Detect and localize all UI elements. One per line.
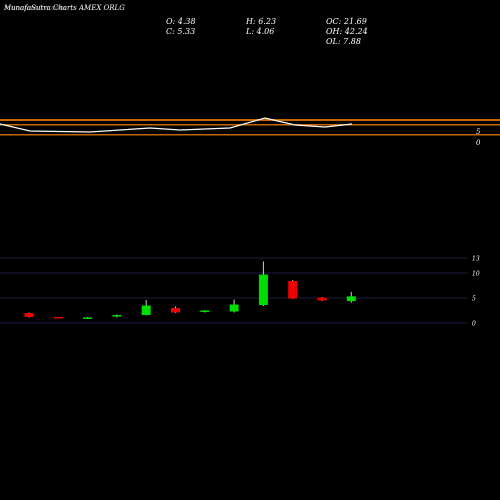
upper-band-bottom bbox=[0, 134, 500, 136]
candle-body bbox=[24, 313, 34, 317]
ol-value: OL: 7.88 bbox=[326, 37, 361, 46]
oc-value: OC: 21.69 bbox=[326, 17, 367, 26]
candles bbox=[24, 261, 356, 319]
candle-body bbox=[229, 304, 239, 312]
y-tick-label: 5 bbox=[472, 296, 476, 303]
close-value: C: 5.33 bbox=[166, 27, 196, 36]
candle-body bbox=[317, 297, 327, 301]
y-axis-ticks: 0 5 10 13 bbox=[472, 256, 480, 328]
candle-body bbox=[171, 308, 180, 313]
candle-body bbox=[346, 296, 356, 302]
upper-trend-line bbox=[0, 117, 353, 133]
upper-panel: 5 0 bbox=[0, 117, 500, 147]
candle-body bbox=[112, 315, 122, 317]
chart-title: MunafaSutra Charts AMEX ORLG bbox=[4, 4, 125, 12]
price-grid bbox=[0, 257, 468, 324]
watermark-ghost: munafasutra.com bbox=[4, 4, 67, 12]
upper-label-0: 0 bbox=[476, 139, 481, 147]
candle-body bbox=[200, 310, 210, 312]
upper-band-mid bbox=[0, 124, 500, 126]
open-value: O: 4.38 bbox=[166, 17, 196, 26]
candle-body bbox=[83, 317, 93, 319]
upper-band-top bbox=[0, 119, 500, 121]
low-value: L: 4.06 bbox=[246, 27, 275, 36]
candle-body bbox=[53, 317, 63, 319]
high-value: H: 6.23 bbox=[246, 17, 277, 26]
candle-body bbox=[141, 305, 151, 315]
upper-label-5: 5 bbox=[476, 128, 481, 136]
candle-body bbox=[258, 274, 268, 305]
oh-value: OH: 42.24 bbox=[326, 27, 368, 36]
y-tick-label: 10 bbox=[472, 271, 480, 278]
y-tick-label: 13 bbox=[472, 256, 480, 263]
candle-body bbox=[288, 281, 298, 299]
y-tick-label: 0 bbox=[472, 321, 476, 328]
